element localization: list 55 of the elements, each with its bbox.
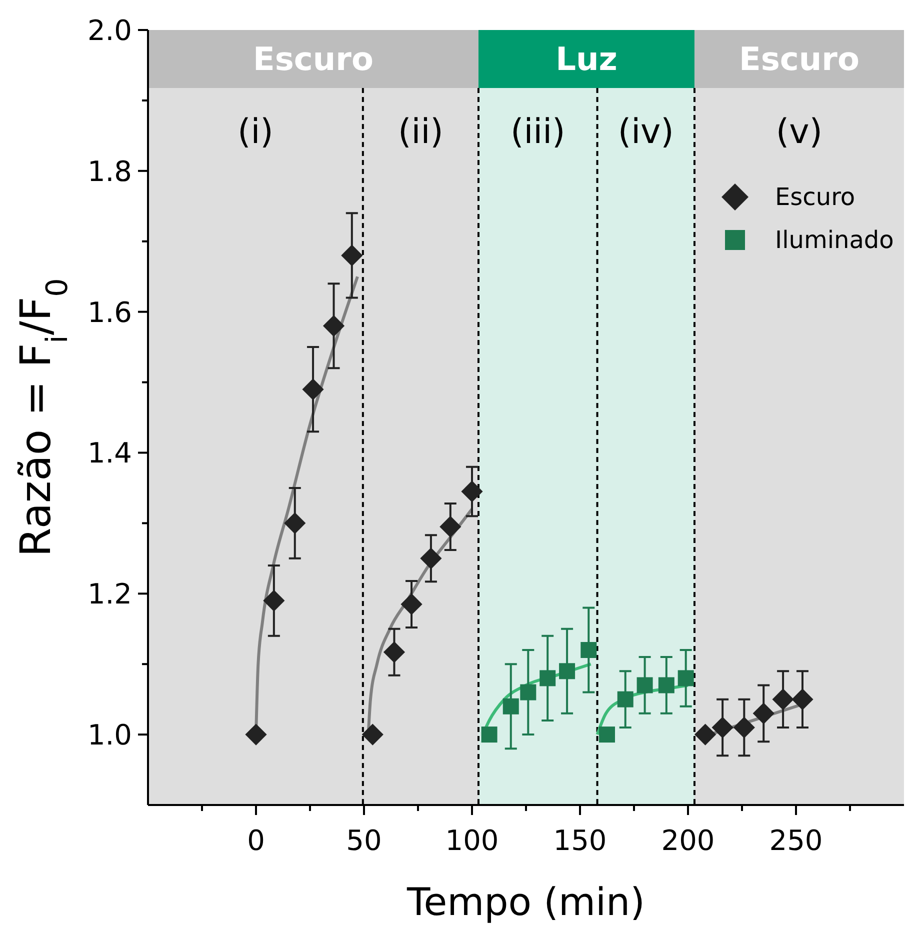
point (520, 684, 536, 700)
section-header: Luz (478, 30, 694, 88)
point (540, 670, 556, 686)
x-axis-title: Tempo (min) (406, 880, 645, 924)
point (245, 724, 267, 746)
y-tick-label: 2.0 (87, 14, 132, 47)
point (580, 642, 597, 658)
point (617, 691, 634, 708)
legend-label: Escuro (775, 183, 856, 211)
point (362, 724, 384, 746)
annotation: (i) (237, 112, 274, 152)
point (694, 724, 716, 746)
annotation: (iv) (618, 112, 674, 152)
y-tick-label: 1.8 (87, 154, 132, 188)
band-label: Escuro (739, 40, 860, 78)
point (322, 315, 345, 337)
x-tick-label: 250 (769, 824, 823, 857)
point (502, 698, 519, 714)
y-tick-label: 1.6 (87, 296, 132, 329)
annotation: (v) (776, 112, 823, 152)
x-tick-label: 0 (247, 824, 265, 857)
point (636, 677, 653, 694)
x-tick-label: 150 (553, 824, 607, 857)
x-tick-label: 200 (661, 824, 715, 857)
point (400, 593, 422, 616)
y-tick-label: 1.2 (87, 578, 132, 611)
section-header: Escuro (694, 30, 904, 88)
y-tick-label: 1.4 (87, 436, 132, 470)
point (772, 688, 794, 710)
point (461, 480, 483, 502)
point (481, 726, 498, 743)
point (712, 716, 734, 738)
point (678, 670, 694, 686)
point (658, 677, 674, 694)
x-tick-label: 100 (445, 824, 499, 857)
point (383, 641, 406, 663)
point (440, 516, 462, 538)
point (752, 702, 774, 724)
point (263, 590, 285, 612)
point (559, 663, 576, 680)
point (284, 512, 306, 534)
point (302, 378, 324, 400)
point (341, 244, 363, 266)
legend-label: Iluminado (775, 226, 894, 254)
point (599, 726, 615, 743)
section-header: Escuro (148, 30, 478, 88)
band-label: Luz (556, 40, 618, 78)
band-label: Escuro (253, 40, 374, 78)
point (420, 548, 442, 570)
y-tick-label: 1.0 (87, 718, 132, 752)
point (792, 688, 814, 710)
x-tick-label: 50 (346, 824, 382, 857)
point (733, 716, 755, 738)
annotation: (ii) (398, 112, 444, 152)
annotation: (iii) (510, 112, 566, 152)
